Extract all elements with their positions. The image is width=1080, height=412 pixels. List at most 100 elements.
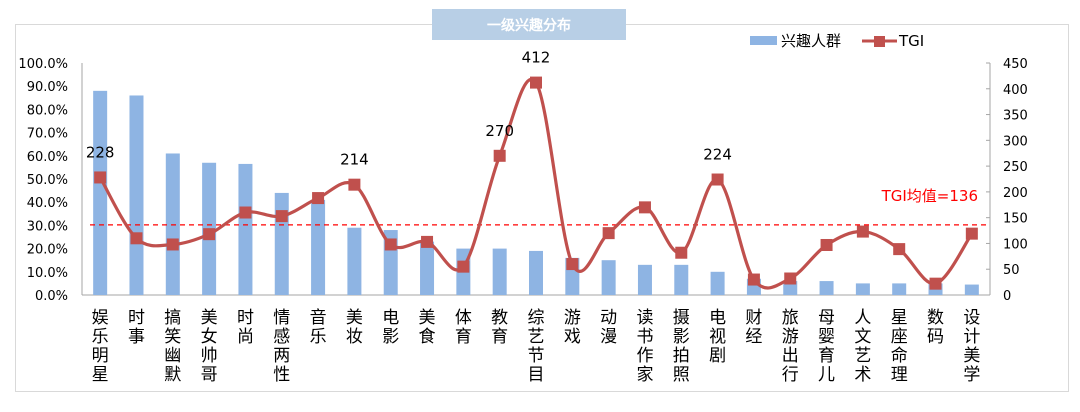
right-axis-tick-label: 450 xyxy=(1003,57,1028,72)
svg-text:哥: 哥 xyxy=(201,365,218,385)
svg-text:情: 情 xyxy=(273,308,290,328)
svg-text:人: 人 xyxy=(854,308,871,328)
bar xyxy=(710,271,725,295)
svg-text:美: 美 xyxy=(346,308,363,328)
right-axis-tick-label: 300 xyxy=(1003,134,1028,149)
tgi-marker xyxy=(239,206,252,219)
svg-text:游: 游 xyxy=(782,327,799,347)
bar xyxy=(601,260,616,295)
tgi-marker xyxy=(784,272,797,285)
tgi-marker xyxy=(130,232,143,245)
svg-text:事: 事 xyxy=(128,327,145,347)
tgi-average-line: TGI均值=136 xyxy=(90,187,990,226)
svg-text:节: 节 xyxy=(528,346,545,366)
bar xyxy=(892,283,907,295)
svg-text:行: 行 xyxy=(782,365,799,385)
svg-text:剧: 剧 xyxy=(709,346,726,366)
x-category-label: 动漫 xyxy=(600,308,617,347)
tgi-marker xyxy=(493,149,506,162)
svg-text:摄: 摄 xyxy=(673,308,690,328)
svg-text:美: 美 xyxy=(419,308,436,328)
left-axis-tick-label: 40.0% xyxy=(27,196,68,211)
svg-text:育: 育 xyxy=(818,346,835,366)
tgi-data-label: 214 xyxy=(340,151,369,169)
svg-text:财: 财 xyxy=(745,308,762,328)
right-axis-tick-label: 250 xyxy=(1003,160,1028,175)
svg-text:默: 默 xyxy=(164,365,181,385)
svg-text:电: 电 xyxy=(709,308,726,328)
svg-text:戏: 戏 xyxy=(564,327,581,347)
bar xyxy=(637,264,652,295)
x-category-label: 体育 xyxy=(455,308,472,347)
tgi-marker xyxy=(747,273,760,286)
svg-text:术: 术 xyxy=(854,365,871,385)
tgi-marker xyxy=(312,192,325,205)
tgi-average-label: TGI均值=136 xyxy=(881,187,978,205)
svg-text:游: 游 xyxy=(564,308,581,328)
bar xyxy=(492,248,507,295)
legend-label-tgi: TGI xyxy=(898,32,924,50)
svg-text:学: 学 xyxy=(963,365,980,385)
svg-text:动: 动 xyxy=(600,308,617,328)
svg-text:旅: 旅 xyxy=(782,308,799,328)
right-axis-tick-label: 150 xyxy=(1003,212,1028,227)
right-axis-tick-label: 0 xyxy=(1003,289,1011,304)
svg-text:设: 设 xyxy=(963,308,980,328)
x-category-label: 教育 xyxy=(491,308,508,347)
svg-text:美: 美 xyxy=(963,346,980,366)
tgi-marker xyxy=(457,260,470,273)
svg-text:婴: 婴 xyxy=(818,327,835,347)
x-category-label: 美妆 xyxy=(346,308,363,347)
tgi-marker xyxy=(675,246,688,259)
left-axis-tick-label: 50.0% xyxy=(27,173,68,188)
bar xyxy=(674,264,689,295)
right-axis-tick-label: 400 xyxy=(1003,83,1028,98)
svg-text:育: 育 xyxy=(455,327,472,347)
svg-text:影: 影 xyxy=(382,327,399,347)
x-category-label: 财经 xyxy=(745,308,762,347)
tgi-marker xyxy=(384,238,397,251)
svg-text:体: 体 xyxy=(455,308,472,328)
svg-text:家: 家 xyxy=(636,365,653,385)
svg-text:艺: 艺 xyxy=(528,327,545,347)
chart-title: 一级兴趣分布 xyxy=(432,9,626,40)
bar xyxy=(93,90,108,295)
x-category-label: 美食 xyxy=(419,308,436,347)
svg-text:乐: 乐 xyxy=(92,327,109,347)
right-axis-tick-label: 100 xyxy=(1003,237,1028,252)
svg-text:食: 食 xyxy=(419,327,436,347)
tgi-marker xyxy=(929,277,942,290)
tgi-marker xyxy=(421,235,434,248)
svg-text:幽: 幽 xyxy=(164,346,181,366)
svg-text:影: 影 xyxy=(673,327,690,347)
svg-text:女: 女 xyxy=(201,327,218,347)
data-labels: 228 214 270 412 224 xyxy=(86,49,732,169)
svg-text:综: 综 xyxy=(528,308,545,328)
svg-text:教: 教 xyxy=(491,308,508,328)
svg-text:星: 星 xyxy=(92,365,109,385)
svg-text:拍: 拍 xyxy=(673,346,690,366)
svg-text:育: 育 xyxy=(491,327,508,347)
left-axis-tick-label: 80.0% xyxy=(27,103,68,118)
svg-text:儿: 儿 xyxy=(818,365,835,385)
bar xyxy=(529,250,543,295)
x-category-label: 数码 xyxy=(927,308,944,347)
svg-text:理: 理 xyxy=(891,365,908,385)
svg-text:妆: 妆 xyxy=(346,327,363,347)
bar xyxy=(420,241,435,295)
svg-text:搞: 搞 xyxy=(164,308,181,328)
left-axis-tick-label: 60.0% xyxy=(27,150,68,165)
svg-text:星: 星 xyxy=(891,308,908,328)
svg-text:明: 明 xyxy=(92,346,109,366)
svg-text:书: 书 xyxy=(636,327,653,347)
svg-text:目: 目 xyxy=(528,365,545,385)
bar xyxy=(855,283,870,295)
